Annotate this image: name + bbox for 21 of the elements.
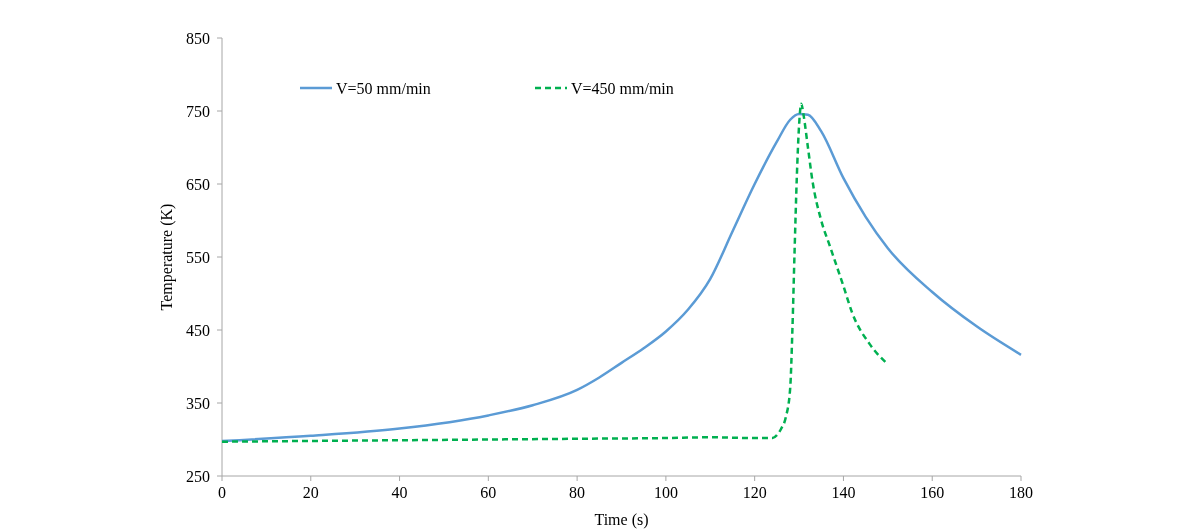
y-tick-label: 750	[186, 102, 210, 120]
y-tick-label: 650	[186, 175, 210, 193]
y-tick-label: 350	[186, 394, 210, 412]
x-tick-label: 20	[302, 484, 319, 501]
x-tick-label: 80	[569, 484, 586, 501]
legend-label: V=450 mm/min	[571, 79, 674, 97]
x-tick-label: 100	[653, 484, 678, 501]
x-axis-title: Time (s)	[594, 511, 649, 529]
y-tick-label: 850	[186, 29, 210, 47]
x-tick-label: 180	[1009, 484, 1033, 501]
x-tick-label: 0	[218, 484, 226, 501]
x-tick-label: 40	[391, 484, 408, 501]
x-tick-label: 160	[920, 484, 945, 501]
y-tick-label: 450	[186, 321, 210, 339]
y-tick-label: 250	[186, 467, 210, 485]
x-tick-label: 60	[480, 484, 497, 501]
x-tick-label: 120	[742, 484, 767, 501]
y-axis-title: Temperature (K)	[158, 203, 176, 311]
legend-label: V=50 mm/min	[336, 79, 431, 97]
x-tick-label: 140	[831, 484, 856, 501]
y-tick-label: 550	[186, 248, 210, 266]
